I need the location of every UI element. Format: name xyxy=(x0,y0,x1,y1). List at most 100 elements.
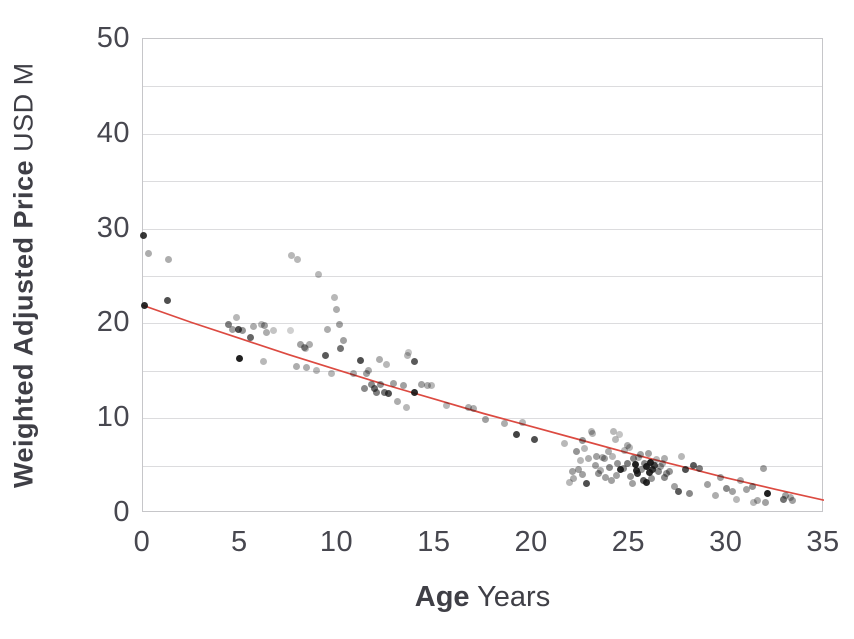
scatter-point xyxy=(662,469,670,477)
scatter-point xyxy=(660,454,668,462)
scatter-point xyxy=(610,427,618,435)
scatter-point xyxy=(750,499,758,507)
scatter-point xyxy=(647,459,655,467)
scatter-point xyxy=(501,420,509,428)
scatter-point xyxy=(141,301,149,309)
scatter-point xyxy=(588,429,596,437)
scatter-point xyxy=(331,294,339,302)
scatter-point xyxy=(643,463,651,471)
scatter-point xyxy=(651,462,659,470)
gridline xyxy=(143,370,822,372)
scatter-point xyxy=(781,492,789,500)
gridline xyxy=(143,228,822,230)
scatter-point xyxy=(789,497,797,505)
scatter-point xyxy=(339,336,347,344)
scatter-point xyxy=(653,456,661,464)
x-tick-label: 25 xyxy=(611,526,646,558)
scatter-point xyxy=(639,477,647,485)
scatter-point xyxy=(297,340,305,348)
scatter-point xyxy=(518,419,526,427)
scatter-point xyxy=(380,389,388,397)
scatter-point xyxy=(470,405,478,413)
scatter-point xyxy=(322,352,330,360)
scatter-point xyxy=(481,415,489,423)
scatter-point xyxy=(336,344,344,352)
y-axis-title: Weighted Adjusted Price USD M xyxy=(6,38,42,512)
scatter-point xyxy=(659,460,666,468)
scatter-point xyxy=(601,474,609,482)
scatter-point xyxy=(365,367,373,375)
gridline xyxy=(143,465,822,467)
scatter-point xyxy=(229,325,236,333)
scatter-point xyxy=(682,465,690,473)
scatter-point xyxy=(594,469,602,477)
scatter-point xyxy=(261,321,269,329)
scatter-point xyxy=(703,481,711,489)
scatter-point xyxy=(596,466,604,474)
scatter-point xyxy=(732,496,740,504)
scatter-point xyxy=(269,327,277,335)
scatter-point xyxy=(636,450,644,458)
scatter-point xyxy=(621,446,629,454)
scatter-point xyxy=(608,477,616,485)
gridline xyxy=(143,133,822,135)
scatter-point xyxy=(349,370,357,378)
scatter-point xyxy=(400,382,408,390)
scatter-point xyxy=(465,404,473,412)
scatter-point xyxy=(670,482,678,490)
scatter-point xyxy=(606,463,614,471)
gridline xyxy=(143,323,822,325)
scatter-point xyxy=(293,362,301,370)
scatter-point xyxy=(643,479,651,487)
scatter-point xyxy=(246,334,254,342)
scatter-point xyxy=(235,354,243,362)
scatter-point xyxy=(314,270,322,278)
scatter-point xyxy=(363,370,371,378)
scatter-point xyxy=(686,489,694,497)
scatter-point xyxy=(250,322,258,330)
scatter-point xyxy=(678,452,686,460)
scatter-point xyxy=(625,444,633,452)
scatter-point xyxy=(238,327,246,335)
scatter-point xyxy=(234,325,242,333)
scatter-point xyxy=(301,345,309,353)
scatter-point xyxy=(616,430,624,438)
scatter-point xyxy=(609,452,617,460)
scatter-point xyxy=(645,449,653,457)
scatter-point xyxy=(336,320,344,328)
scatter-point xyxy=(333,305,341,313)
scatter-point xyxy=(288,251,296,259)
gridline xyxy=(143,86,822,88)
scatter-point xyxy=(620,464,628,472)
scatter-point xyxy=(623,442,631,450)
y-tick-label: 10 xyxy=(96,401,130,434)
scatter-point xyxy=(613,471,621,479)
scatter-point xyxy=(164,256,172,264)
scatter-point xyxy=(648,475,656,483)
scatter-point xyxy=(357,356,365,364)
scatter-point xyxy=(583,480,591,488)
scatter-point xyxy=(423,382,431,390)
scatter-point xyxy=(649,465,657,473)
scatter-point xyxy=(764,489,772,497)
scatter-point xyxy=(428,382,436,390)
scatter-point xyxy=(591,462,599,470)
scatter-point xyxy=(390,379,398,387)
scatter-point xyxy=(579,437,587,445)
scatter-point xyxy=(375,355,383,363)
scatter-point xyxy=(614,460,622,468)
y-tick-label: 50 xyxy=(96,22,130,54)
scatter-point xyxy=(585,454,593,462)
scatter-point xyxy=(368,380,376,388)
scatter-point xyxy=(294,256,302,264)
scatter-point xyxy=(762,499,770,507)
scatter-point xyxy=(403,404,411,412)
scatter-point xyxy=(629,455,637,463)
scatter-point xyxy=(674,487,682,495)
scatter-point xyxy=(324,325,332,333)
scatter-point xyxy=(579,470,587,478)
y-tick-label: 30 xyxy=(96,211,130,244)
scatter-point xyxy=(754,497,762,505)
x-tick-label: 10 xyxy=(319,526,354,558)
scatter-point xyxy=(410,357,418,365)
